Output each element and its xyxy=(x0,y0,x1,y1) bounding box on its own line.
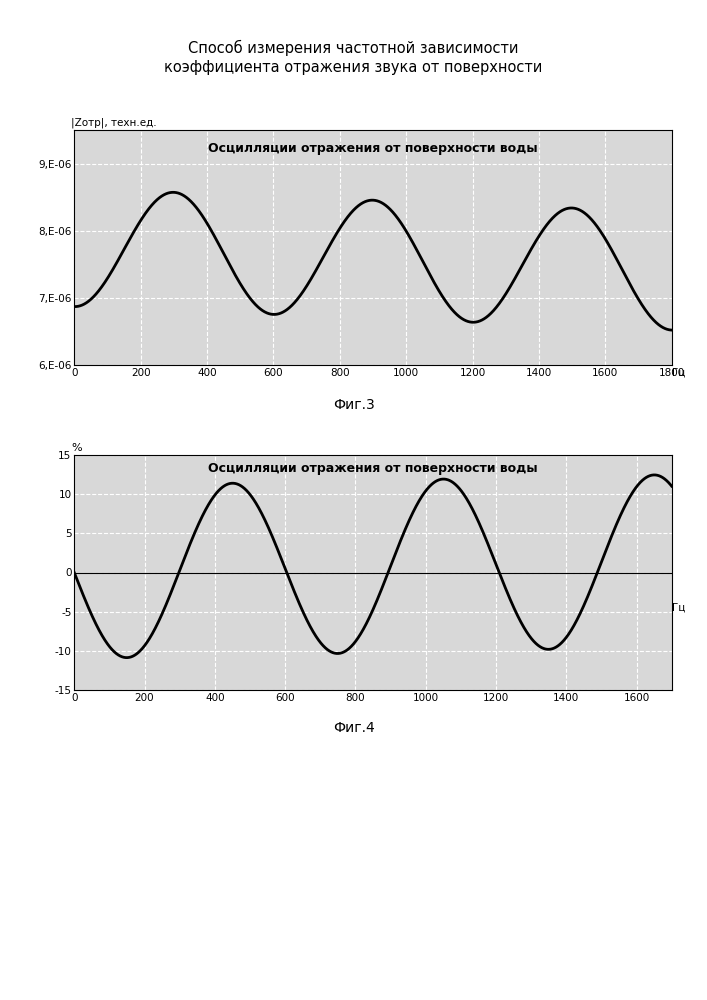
Text: |Zотр|, техн.ед.: |Zотр|, техн.ед. xyxy=(71,117,157,128)
Text: Фиг.3: Фиг.3 xyxy=(332,398,375,412)
Text: коэффициента отражения звука от поверхности: коэффициента отражения звука от поверхно… xyxy=(164,60,543,75)
Text: %: % xyxy=(71,443,82,453)
Text: Способ измерения частотной зависимости: Способ измерения частотной зависимости xyxy=(188,40,519,56)
Text: Фиг.4: Фиг.4 xyxy=(332,721,375,735)
Text: Гц: Гц xyxy=(672,367,686,377)
Text: Осцилляции отражения от поверхности воды: Осцилляции отражения от поверхности воды xyxy=(208,462,538,475)
Text: Гц: Гц xyxy=(672,603,686,613)
Text: Осцилляции отражения от поверхности воды: Осцилляции отражения от поверхности воды xyxy=(208,142,538,155)
